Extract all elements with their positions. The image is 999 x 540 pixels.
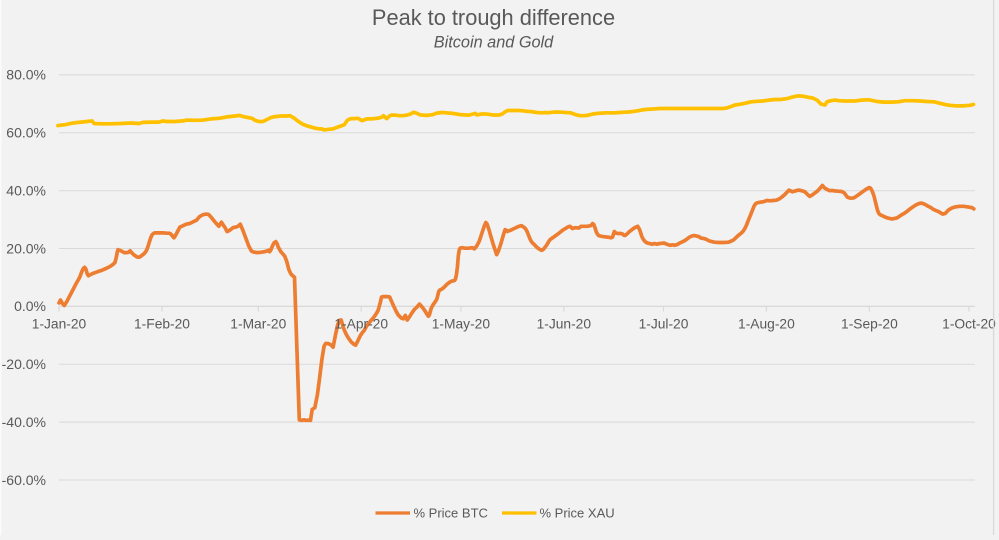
svg-text:% Price XAU: % Price XAU xyxy=(540,506,615,521)
svg-text:1-Oct-20: 1-Oct-20 xyxy=(942,316,996,331)
svg-text:1-Feb-20: 1-Feb-20 xyxy=(134,316,190,331)
svg-text:1-Jul-20: 1-Jul-20 xyxy=(639,316,689,331)
svg-text:1-Apr-20: 1-Apr-20 xyxy=(334,316,388,331)
svg-text:1-May-20: 1-May-20 xyxy=(432,316,491,331)
svg-text:60.0%: 60.0% xyxy=(6,125,46,141)
svg-text:40.0%: 40.0% xyxy=(6,183,46,199)
svg-text:-60.0%: -60.0% xyxy=(2,472,46,488)
svg-text:-20.0%: -20.0% xyxy=(2,356,46,372)
svg-text:-40.0%: -40.0% xyxy=(2,414,46,430)
svg-text:Bitcoin and Gold: Bitcoin and Gold xyxy=(434,34,554,52)
svg-text:80.0%: 80.0% xyxy=(6,67,46,83)
svg-text:0.0%: 0.0% xyxy=(14,298,46,314)
svg-text:20.0%: 20.0% xyxy=(6,240,46,256)
svg-text:% Price BTC: % Price BTC xyxy=(414,506,488,521)
svg-text:1-Mar-20: 1-Mar-20 xyxy=(230,316,286,331)
svg-text:1-Jun-20: 1-Jun-20 xyxy=(537,316,592,331)
svg-text:1-Aug-20: 1-Aug-20 xyxy=(738,316,795,331)
svg-text:1-Jan-20: 1-Jan-20 xyxy=(32,316,87,331)
svg-text:1-Sep-20: 1-Sep-20 xyxy=(841,316,898,331)
svg-text:Peak to trough difference: Peak to trough difference xyxy=(372,5,615,30)
